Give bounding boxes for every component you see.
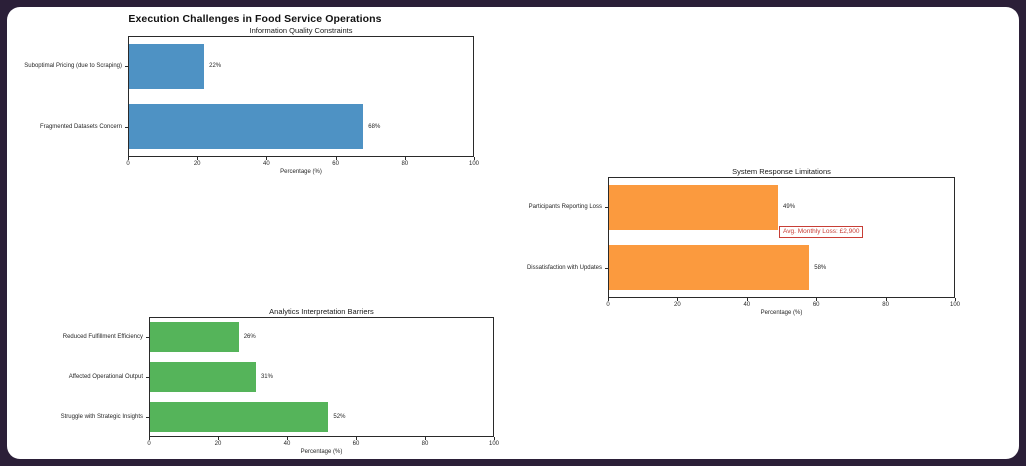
x-tick-mark [218,437,219,440]
x-tick-label: 60 [352,441,360,447]
x-tick-label: 100 [468,161,480,167]
y-tick-mark [605,267,608,269]
bar-value-label: 22% [209,63,222,70]
y-tick-mark [146,417,149,418]
x-tick-label: 100 [949,302,961,308]
bar-0 [609,184,779,230]
bar-1 [609,245,810,291]
annotation-box: Avg. Monthly Loss: £2,900 [779,226,864,238]
x-tick-label: 80 [882,302,889,308]
x-tick-mark [287,437,288,440]
x-tick-mark [149,437,150,440]
y-tick-label: Struggle with Strategic Insights [60,414,143,420]
y-tick-label: Participants Reporting Loss [528,204,602,211]
x-tick-mark [608,298,609,301]
x-tick-mark [885,298,887,301]
x-tick-label: 100 [488,441,500,447]
x-tick-mark [335,157,337,160]
x-tick-mark [677,298,679,301]
x-axis-label: Percentage (%) [300,449,343,455]
x-tick-mark [746,298,748,301]
y-tick-mark [125,126,128,128]
y-tick-label: Reduced Fulfillment Efficiency [62,334,143,340]
x-tick-mark [474,157,475,160]
x-tick-label: 40 [743,302,751,308]
x-tick-label: 20 [214,441,222,447]
y-tick-label: Suboptimal Pricing (due to Scraping) [24,63,122,70]
x-tick-label: 0 [606,302,610,308]
y-tick-mark [125,66,128,68]
bar-0 [150,322,239,352]
y-tick-mark [146,377,149,378]
bar-value-label: 58% [814,264,827,271]
x-tick-label: 80 [421,441,429,447]
bar-value-label: 26% [243,334,256,340]
x-tick-mark [356,437,357,440]
bar-value-label: 68% [368,123,381,130]
figure-title: Execution Challenges in Food Service Ope… [128,13,382,25]
bar-value-label: 31% [260,374,273,380]
x-axis-label: Percentage (%) [280,169,322,175]
x-tick-mark [266,157,268,160]
x-tick-label: 20 [674,302,681,308]
x-tick-label: 40 [283,441,291,447]
x-tick-mark [128,157,129,160]
x-axis-label: Percentage (%) [760,310,803,316]
x-tick-label: 60 [812,302,820,308]
bar-value-label: 49% [783,204,796,211]
x-tick-label: 80 [401,161,409,167]
y-tick-label: Affected Operational Output [68,374,143,380]
bar-1 [150,362,256,392]
chart-title: Analytics Interpretation Barriers [269,307,374,316]
y-tick-mark [146,337,149,338]
x-tick-label: 60 [332,161,339,167]
bar-1 [129,104,364,150]
x-tick-mark [404,157,406,160]
x-tick-mark [197,157,199,160]
y-tick-label: Dissatisfaction with Updates [526,264,602,271]
y-tick-label: Fragmented Datasets Concern [39,123,122,130]
y-tick-mark [605,207,608,209]
chart-title: System Response Limitations [732,167,831,176]
bar-0 [129,43,205,89]
x-tick-label: 20 [193,161,201,167]
x-tick-mark [494,437,495,440]
x-tick-mark [816,298,818,301]
x-tick-label: 0 [126,161,130,167]
x-tick-label: 40 [263,161,270,167]
x-tick-label: 0 [147,441,151,447]
bar-value-label: 52% [333,414,346,420]
x-tick-mark [955,298,956,301]
bar-2 [150,402,329,432]
chart-title: Information Quality Constraints [249,26,353,35]
x-tick-mark [425,437,426,440]
